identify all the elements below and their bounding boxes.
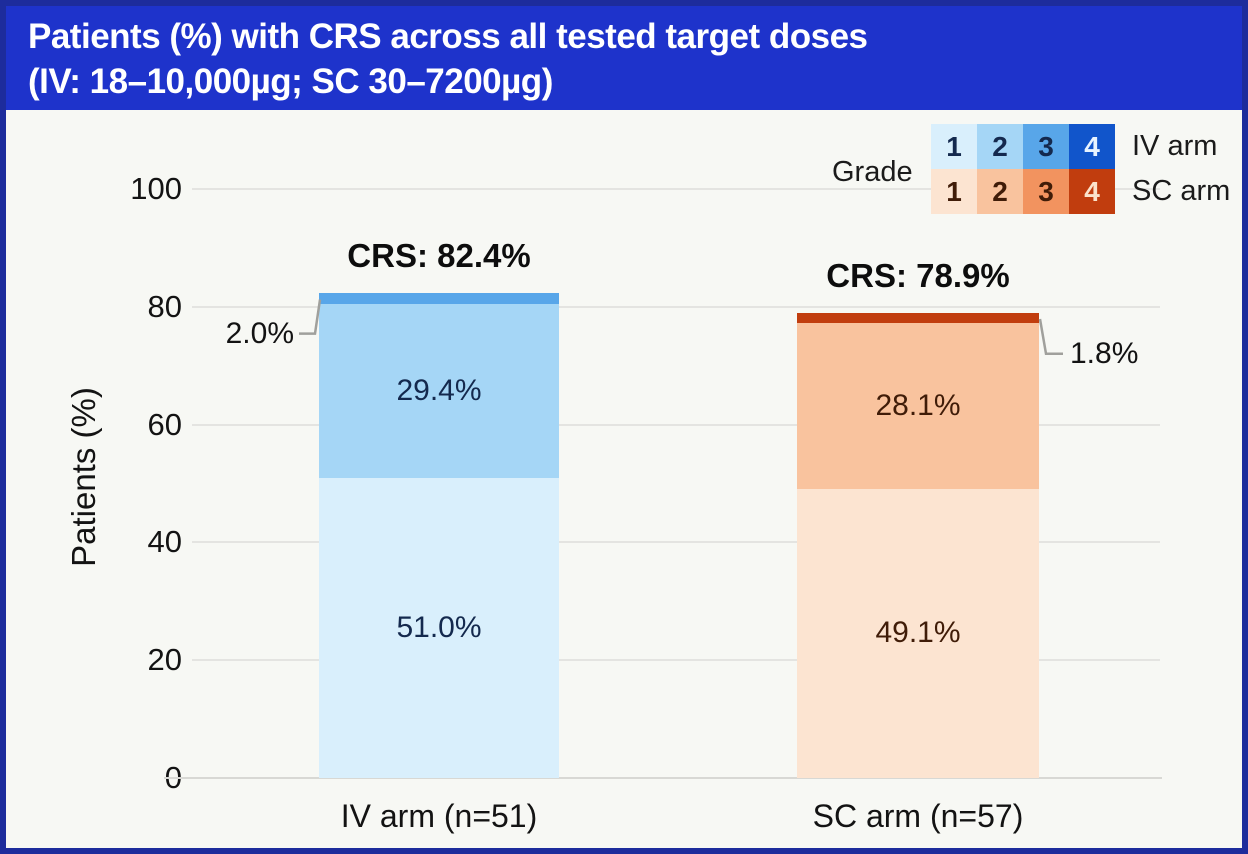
figure-title-line1: Patients (%) with CRS across all tested …: [28, 17, 868, 56]
legend-cell-sc-grade-2: 2: [977, 169, 1023, 214]
crs-total-label-sc: CRS: 78.9%: [826, 257, 1010, 295]
legend-cell-sc-grade-4: 4: [1069, 169, 1115, 214]
legend-grade-label: Grade: [832, 156, 913, 188]
bar-segment-iv-2: 29.4%: [319, 304, 559, 478]
gridline-60: [192, 423, 1160, 426]
x-category-label-iv: IV arm (n=51): [340, 798, 538, 834]
legend-cell-iv-grade-4: 4: [1069, 124, 1115, 169]
x-axis-baseline: [164, 777, 1162, 779]
callout-label-sc: 1.8%: [1070, 336, 1139, 370]
x-category-label-sc: SC arm (n=57): [812, 798, 1024, 834]
segment-value-label: 49.1%: [875, 616, 961, 650]
figure-title-line2: (IV: 18–10,000µg; SC 30–7200µg): [28, 62, 553, 101]
bar-segment-iv-3: [319, 292, 559, 305]
y-axis-label: Patients (%): [65, 387, 102, 567]
gridline-100: [192, 188, 1160, 190]
y-tick-label-20: 20: [147, 642, 182, 678]
legend-cell-sc-grade-3: 3: [1023, 169, 1069, 214]
crs-total-label-iv: CRS: 82.4%: [347, 236, 531, 274]
legend-cell-iv-grade-1: 1: [931, 124, 977, 169]
legend-cell-sc-grade-1: 1: [931, 169, 977, 214]
bar-segment-sc-1: 49.1%: [797, 488, 1039, 778]
legend-cell-iv-grade-2: 2: [977, 124, 1023, 169]
bar-segment-sc-2: 28.1%: [797, 323, 1039, 489]
legend-cell-iv-grade-3: 3: [1023, 124, 1069, 169]
segment-value-label: 28.1%: [875, 389, 961, 423]
gridline-40: [192, 541, 1160, 544]
y-tick-label-60: 60: [147, 406, 182, 442]
segment-value-label: 29.4%: [396, 374, 482, 408]
gridline-20: [192, 659, 1160, 662]
bar-segment-iv-1: 51.0%: [319, 477, 559, 778]
y-tick-label-100: 100: [130, 171, 182, 206]
callout-leader-line: [299, 299, 322, 335]
legend-arm-label-iv: IV arm: [1132, 130, 1218, 162]
legend-arm-label-sc: SC arm: [1132, 175, 1231, 207]
y-tick-label-80: 80: [147, 288, 182, 324]
bar-segment-sc-3: [797, 312, 1039, 324]
callout-label-iv: 2.0%: [225, 316, 294, 350]
y-tick-label-40: 40: [147, 524, 182, 560]
segment-value-label: 51.0%: [396, 610, 482, 644]
callout-leader-line: [1038, 318, 1063, 355]
gridline-80: [192, 305, 1160, 308]
title-banner: Patients (%) with CRS across all tested …: [6, 6, 1242, 110]
